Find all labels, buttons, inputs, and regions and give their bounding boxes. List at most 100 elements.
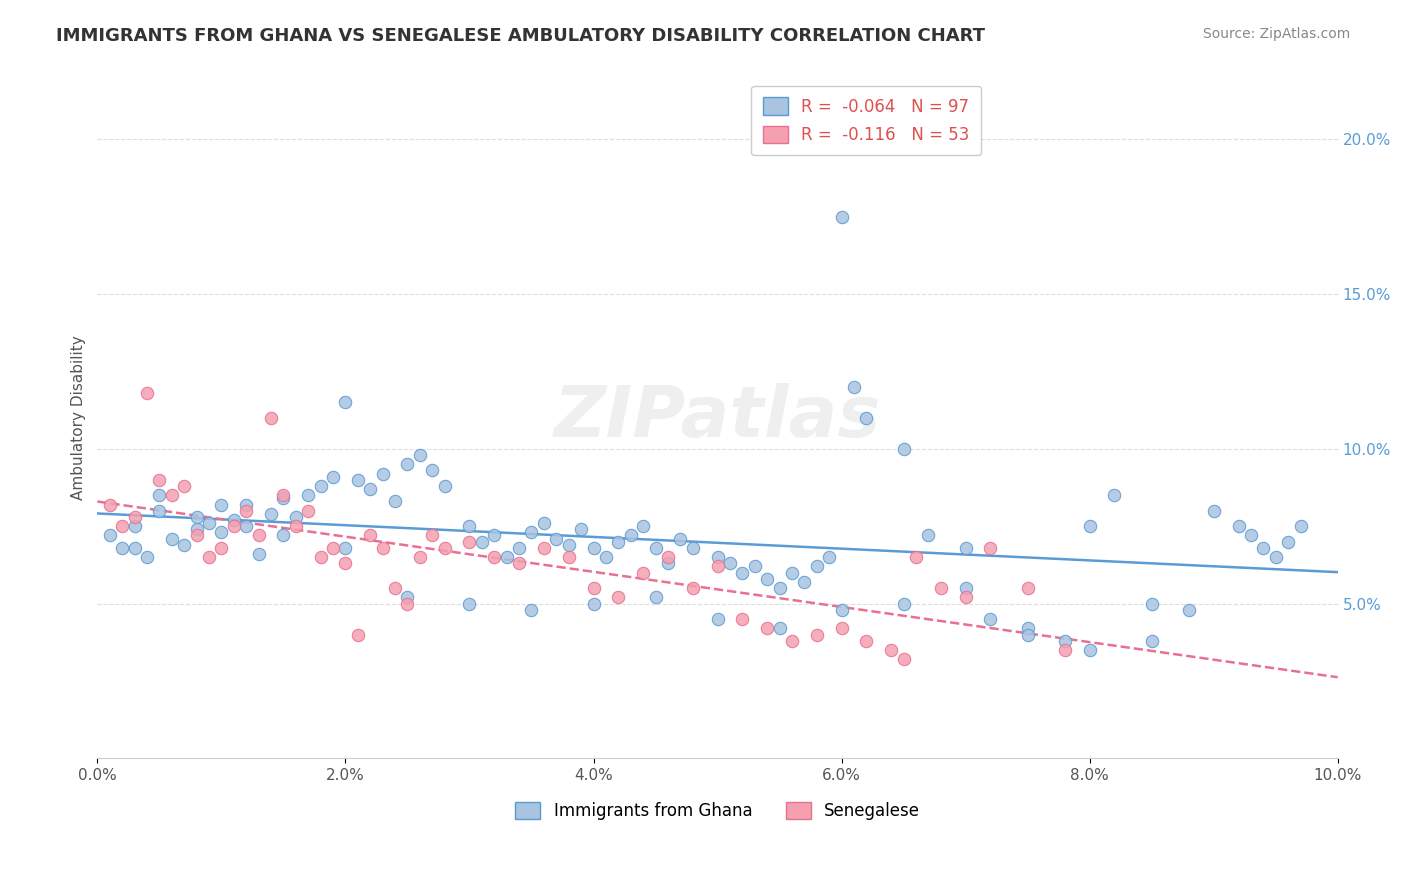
Point (309, 479, 332, 493)
Legend: Immigrants from Ghana, Senegalese: Immigrants from Ghana, Senegalese (503, 790, 932, 831)
Point (260, 410, 283, 425)
Point (384, 581, 406, 595)
Point (160, 532, 183, 546)
Point (458, 534, 481, 549)
Point (1140, 633, 1163, 648)
Point (396, 591, 419, 605)
Point (893, 652, 915, 666)
Point (620, 528, 643, 542)
Point (831, 621, 853, 635)
Point (209, 498, 232, 512)
Point (160, 488, 183, 502)
Point (1017, 581, 1039, 595)
Point (124, 509, 146, 524)
Point (273, 491, 295, 506)
Point (582, 581, 605, 595)
Point (309, 550, 332, 565)
Point (793, 574, 815, 589)
Point (273, 528, 295, 542)
Point (420, 528, 443, 542)
Point (273, 488, 295, 502)
Point (644, 541, 666, 555)
Point (186, 522, 208, 536)
Point (186, 509, 208, 524)
Point (335, 395, 357, 409)
Point (1264, 550, 1286, 565)
Point (433, 541, 456, 555)
Point (1253, 541, 1275, 555)
Point (1017, 621, 1039, 635)
Point (458, 597, 481, 611)
Point (186, 528, 208, 542)
Point (1289, 519, 1312, 533)
Point (1104, 488, 1126, 502)
Point (706, 550, 728, 565)
Point (247, 528, 270, 542)
Point (235, 504, 257, 518)
Point (222, 519, 245, 533)
Point (222, 513, 245, 527)
Point (1240, 528, 1263, 542)
Point (806, 627, 828, 641)
Point (335, 541, 357, 555)
Point (905, 550, 928, 565)
Point (657, 557, 679, 571)
Point (533, 541, 555, 555)
Point (371, 541, 394, 555)
Point (484, 550, 506, 565)
Point (384, 494, 406, 508)
Point (569, 522, 592, 536)
Point (744, 559, 766, 574)
Point (297, 488, 319, 502)
Point (359, 482, 381, 496)
Point (893, 442, 915, 456)
Point (780, 633, 803, 648)
Text: Source: ZipAtlas.com: Source: ZipAtlas.com (1202, 27, 1350, 41)
Point (209, 541, 232, 555)
Point (855, 410, 877, 425)
Point (631, 566, 654, 580)
Point (546, 532, 568, 546)
Y-axis label: Ambulatory Disability: Ambulatory Disability (72, 335, 86, 500)
Point (557, 538, 579, 552)
Point (731, 612, 754, 626)
Point (756, 621, 779, 635)
Point (508, 541, 530, 555)
Point (657, 550, 679, 565)
Point (706, 612, 728, 626)
Point (198, 550, 221, 565)
Point (731, 566, 754, 580)
Point (335, 557, 357, 571)
Point (831, 210, 853, 224)
Point (484, 528, 506, 542)
Point (831, 603, 853, 617)
Point (1053, 633, 1076, 648)
Point (111, 519, 134, 533)
Point (420, 463, 443, 477)
Point (582, 541, 605, 555)
Point (458, 519, 481, 533)
Point (1078, 643, 1101, 657)
Point (235, 498, 257, 512)
Point (347, 473, 370, 487)
Point (322, 469, 344, 483)
Point (371, 467, 394, 481)
Point (520, 525, 543, 540)
Point (98, 498, 121, 512)
Point (136, 550, 159, 565)
Point (917, 528, 939, 542)
Point (1078, 519, 1101, 533)
Point (533, 516, 555, 530)
Point (1227, 519, 1250, 533)
Point (756, 572, 779, 586)
Point (409, 448, 432, 462)
Point (124, 519, 146, 533)
Point (284, 509, 307, 524)
Text: IMMIGRANTS FROM GHANA VS SENEGALESE AMBULATORY DISABILITY CORRELATION CHART: IMMIGRANTS FROM GHANA VS SENEGALESE AMBU… (56, 27, 986, 45)
Point (682, 541, 704, 555)
Point (582, 597, 605, 611)
Point (842, 380, 865, 394)
Point (148, 488, 170, 502)
Point (682, 581, 704, 595)
Point (359, 528, 381, 542)
